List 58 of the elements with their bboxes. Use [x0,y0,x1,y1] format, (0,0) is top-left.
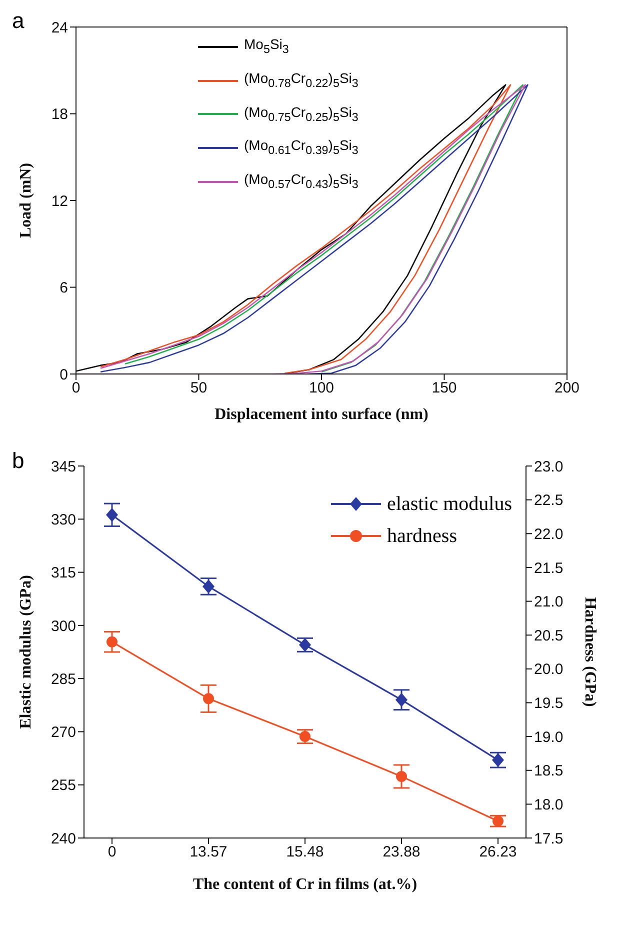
y-tick-label: 18 [51,106,68,124]
x-tick-label: 13.57 [190,844,228,861]
point [299,638,311,652]
y-axis-title: Elastic modulus (GPa) [18,575,35,729]
legend-label: (Mo$_{0.78}$Cr$_{0.22}$)$_{5}$Si$_{3}$ [244,68,358,92]
y-axis-title: Load (mN) [18,162,35,238]
legend-label: (Mo$_{0.57}$Cr$_{0.43}$)$_{5}$Si$_{3}$ [244,170,358,193]
legend-label: elastic modulus [387,492,512,517]
y2-tick-label: 21.5 [534,560,564,577]
y2-tick-label: 17.5 [534,830,564,848]
legend-label: hardness [387,524,457,549]
y2-tick-label: 19.0 [534,728,564,746]
legend-label: (Mo$_{0.61}$Cr$_{0.39}$)$_{5}$Si$_{3}$ [244,136,358,160]
y-tick-label: 24 [51,19,68,36]
y2-tick-label: 18.0 [534,796,564,814]
y2-axis-title: Hardness (GPa) [581,597,598,707]
point [106,508,118,522]
point [396,692,408,707]
y-tick-label: 6 [60,280,68,297]
x-tick-label: 200 [554,380,580,397]
x-tick-label: 100 [308,380,334,397]
point [202,579,214,594]
y-tick-label: 345 [50,458,76,476]
legend-label: Mo$_{5}$Si$_{3}$ [244,35,289,58]
y-tick-label: 270 [50,724,76,742]
y-tick-label: 285 [50,670,76,688]
point [396,770,407,782]
point [300,731,310,742]
y-tick-label: 330 [50,511,76,528]
x-tick-label: 0 [108,844,116,861]
text: a [12,8,24,34]
y2-tick-label: 20.0 [534,661,564,678]
x-tick-label: 150 [432,380,457,397]
x-axis-title: Displacement into surface (nm) [214,406,428,423]
x-tick-label: 23.88 [382,844,420,861]
y2-tick-label: 20.5 [534,627,564,644]
x-tick-label: 15.48 [286,844,324,861]
y2-tick-label: 21.0 [534,594,564,611]
y-tick-label: 240 [50,830,76,848]
text: b [12,448,24,474]
y2-tick-label: 19.5 [534,695,564,712]
point [492,816,504,827]
y2-tick-label: 23.0 [534,458,564,476]
y-tick-label: 300 [50,618,76,635]
y-tick-label: 0 [60,366,68,384]
point [106,636,118,648]
x-axis-title: The content of Cr in films (at.%) [192,876,418,893]
x-tick-label: 26.23 [479,844,517,861]
y-tick-label: 255 [50,777,76,794]
y-tick-label: 12 [51,192,68,210]
x-tick-label: 50 [190,380,208,397]
y2-tick-label: 22.5 [534,492,564,510]
y2-tick-label: 22.0 [534,526,564,543]
y-tick-label: 315 [50,564,76,582]
point [492,753,504,768]
legend-label: (Mo$_{0.75}$Cr$_{0.25}$)$_{5}$Si$_{3}$ [244,102,358,126]
y2-tick-label: 18.5 [534,762,564,780]
point [203,693,214,704]
